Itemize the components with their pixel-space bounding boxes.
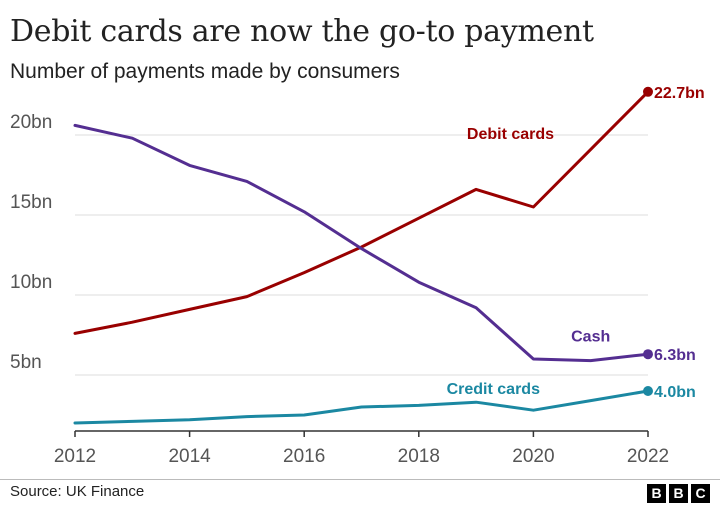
x-tick-label: 2018 — [398, 446, 440, 467]
x-tick-label: 2020 — [512, 446, 554, 467]
series-line-cash — [73, 123, 650, 363]
series-end-point — [643, 349, 653, 360]
x-tick-label: 2016 — [283, 446, 325, 467]
series-end-point — [643, 86, 653, 97]
series-end-label: 22.7bn — [654, 85, 705, 102]
x-tick-label: 2014 — [168, 446, 211, 467]
y-tick-label: 10bn — [10, 272, 52, 293]
footer-divider — [0, 479, 720, 480]
chart-subtitle: Number of payments made by consumers — [10, 60, 400, 83]
series-name-label: Debit cards — [467, 126, 554, 143]
series-line-debit-cards — [73, 90, 650, 335]
x-tick-label: 2012 — [54, 446, 96, 467]
series-name-label: Credit cards — [447, 381, 540, 398]
y-tick-label: 5bn — [10, 352, 42, 373]
chart-title: Debit cards are now the go-to payment — [10, 14, 594, 49]
series-lines — [73, 86, 653, 425]
x-axis: 2012 2014 2016 2018 2020 2022 — [54, 430, 669, 467]
bbc-logo-letter: B — [669, 484, 688, 503]
bbc-logo: B B C — [647, 484, 710, 503]
series-name-label: Cash — [571, 328, 610, 345]
series-labels: 22.7bn Debit cards 6.3bn Cash 4.0bn Credit ca… — [447, 85, 705, 401]
y-axis-labels: 5bn 10bn 15bn 20bn — [10, 112, 52, 373]
bbc-logo-letter: B — [647, 484, 666, 503]
y-tick-label: 15bn — [10, 192, 52, 213]
series-end-label: 6.3bn — [654, 347, 696, 364]
series-end-point — [643, 386, 653, 396]
bbc-logo-letter: C — [691, 484, 710, 503]
grid-lines — [75, 134, 648, 376]
line-chart: 2012 2014 2016 2018 2020 2022 5bn 10bn 15bn 20bn… — [10, 85, 705, 467]
y-tick-label: 20bn — [10, 112, 52, 133]
x-tick-label: 2022 — [627, 446, 669, 467]
series-line-credit-cards — [73, 389, 650, 425]
series-end-label: 4.0bn — [654, 384, 696, 401]
source-note: Source: UK Finance — [10, 483, 145, 500]
